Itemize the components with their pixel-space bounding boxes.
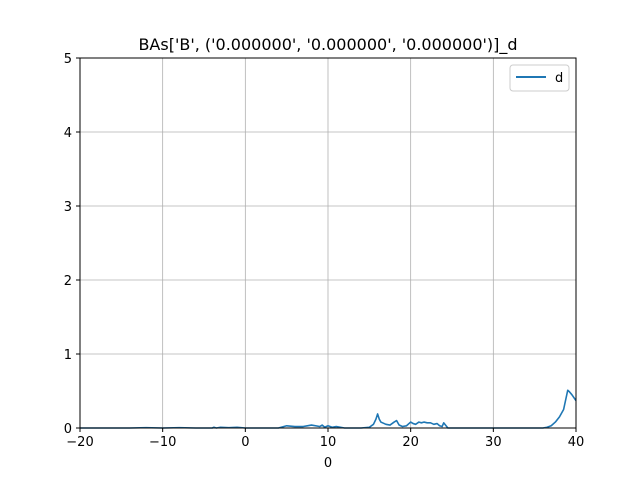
tick-layer: −20 −10 0 10 20 30 40 0 1 2 3 4 5 xyxy=(64,52,585,450)
x-tick-label: −10 xyxy=(149,435,176,450)
legend: d xyxy=(509,64,570,92)
chart-title: BAs['B', ('0.000000', '0.000000', '0.000… xyxy=(138,35,517,55)
y-tick-label: 0 xyxy=(64,422,72,437)
x-axis-label: 0 xyxy=(324,456,332,471)
x-tick-label: 30 xyxy=(485,435,502,450)
x-tick-label: 40 xyxy=(568,435,585,450)
legend-label-d: d xyxy=(555,71,563,86)
x-tick-label: −20 xyxy=(66,435,93,450)
x-tick-label: 0 xyxy=(241,435,249,450)
y-tick-label: 3 xyxy=(64,200,72,215)
y-tick-label: 1 xyxy=(64,348,72,363)
y-tick-label: 2 xyxy=(64,274,72,289)
x-tick-label: 20 xyxy=(402,435,419,450)
y-tick-label: 5 xyxy=(64,52,72,67)
y-tick-label: 4 xyxy=(64,126,72,141)
x-tick-label: 10 xyxy=(320,435,337,450)
